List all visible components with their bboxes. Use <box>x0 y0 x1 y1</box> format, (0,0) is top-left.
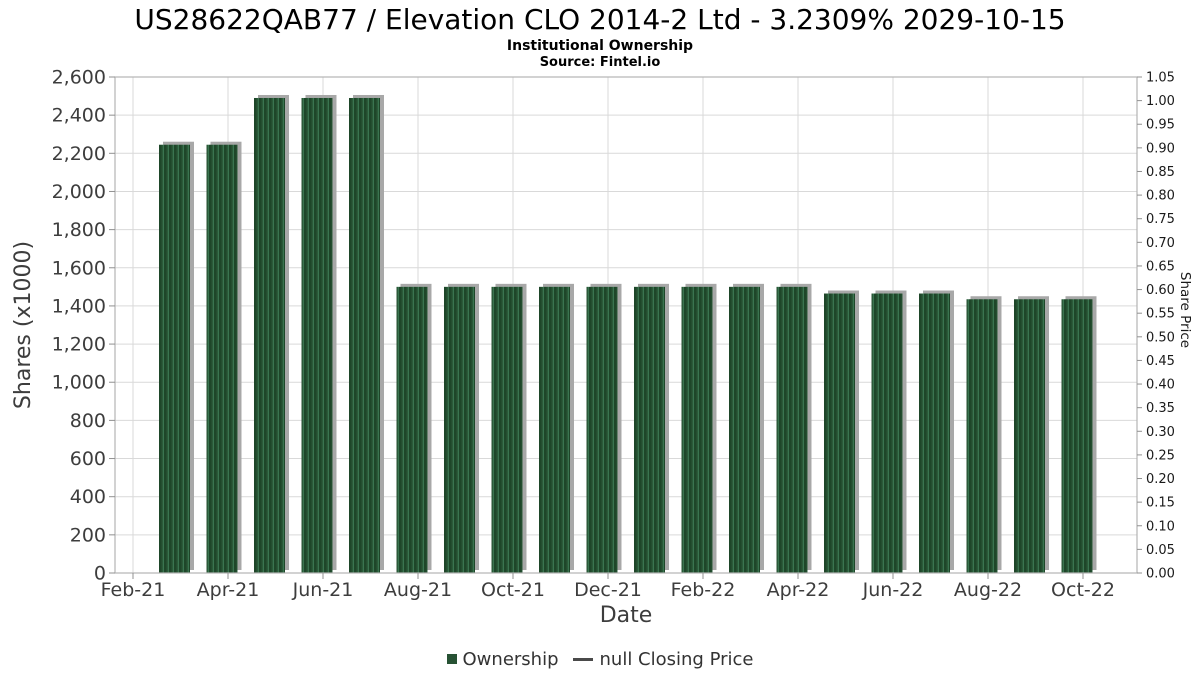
x-tick-label: Jun-22 <box>862 579 924 601</box>
bar <box>966 299 998 573</box>
y-left-tick-label: 1,600 <box>52 257 106 279</box>
y-right-tick-label: 0.80 <box>1146 189 1175 204</box>
y-right-tick-label: 0.65 <box>1146 259 1175 274</box>
y-left-tick-label: 2,200 <box>52 143 106 165</box>
bar <box>1014 299 1045 573</box>
y-axis-right-title: Share Price <box>1177 272 1193 348</box>
bar <box>919 293 950 573</box>
y-left-tick-label: 1,400 <box>52 295 106 317</box>
bar <box>776 286 808 573</box>
y-left-tick-label: 1,800 <box>52 219 106 241</box>
y-right-tick-label: 0.40 <box>1146 378 1175 393</box>
bar <box>871 293 903 573</box>
ownership-series-swatch <box>446 654 457 664</box>
closing-price-line-swatch <box>572 657 593 661</box>
bar <box>396 286 428 573</box>
y-left-tick-label: 400 <box>70 486 106 508</box>
x-tick-label: Apr-22 <box>767 579 830 601</box>
y-right-tick-label: 0.00 <box>1146 567 1175 582</box>
y-axis-left-title: Shares (x1000) <box>11 241 36 409</box>
y-right-tick-label: 0.25 <box>1146 448 1175 463</box>
bar <box>444 286 475 573</box>
y-left-tick-label: 0 <box>94 563 106 585</box>
x-tick-label: Jun-21 <box>292 579 354 601</box>
page-title: US28622QAB77 / Elevation CLO 2014-2 Ltd … <box>134 3 1066 36</box>
y-right-tick-label: 0.10 <box>1146 519 1175 534</box>
x-tick-label: Feb-22 <box>671 579 736 601</box>
bar <box>586 286 618 573</box>
y-left-tick-label: 600 <box>70 448 106 470</box>
y-right-tick-label: 0.70 <box>1146 236 1175 251</box>
y-left-tick-label: 1,200 <box>52 334 106 356</box>
y-right-tick-label: 0.60 <box>1146 283 1175 298</box>
bar <box>491 286 523 573</box>
bar <box>1061 299 1093 573</box>
y-left-tick-label: 2,000 <box>52 181 106 203</box>
y-left-tick-label: 800 <box>70 410 106 432</box>
y-left-tick-label: 200 <box>70 524 106 546</box>
y-right-tick-label: 0.20 <box>1146 472 1175 487</box>
x-tick-label: Oct-21 <box>481 579 545 601</box>
y-right-tick-label: 0.35 <box>1146 401 1175 416</box>
plot-border <box>114 76 1138 574</box>
bar <box>159 144 190 573</box>
y-right-tick-label: 0.05 <box>1146 543 1175 558</box>
y-right-tick-label: 0.15 <box>1146 496 1175 511</box>
y-right-tick-label: 0.90 <box>1146 141 1175 156</box>
y-right-tick-label: 0.30 <box>1146 425 1175 440</box>
y-left-tick-label: 2,400 <box>52 105 106 127</box>
source-attribution: Source: Fintel.io <box>539 55 661 70</box>
chart-subtitle: Institutional Ownership <box>506 38 694 54</box>
x-tick-label: Aug-21 <box>384 579 452 601</box>
bar <box>681 286 713 573</box>
x-axis-title: Date <box>600 603 653 628</box>
bar <box>254 97 285 573</box>
y-right-tick-label: 1.05 <box>1146 71 1175 86</box>
x-tick-label: Aug-22 <box>954 579 1022 601</box>
bar <box>539 286 570 573</box>
bar <box>301 97 333 573</box>
y-right-tick-label: 0.75 <box>1146 212 1175 227</box>
bar <box>206 144 238 573</box>
x-tick-label: Feb-21 <box>101 579 166 601</box>
y-right-tick-label: 0.95 <box>1146 118 1175 133</box>
x-tick-label: Apr-21 <box>197 579 260 601</box>
closing-price-legend-label: null Closing Price <box>599 648 754 670</box>
bar <box>349 97 380 573</box>
bars <box>159 94 1097 573</box>
y-right-tick-label: 0.85 <box>1146 165 1175 180</box>
chart-legend: Ownership null Closing Price <box>0 646 1200 672</box>
x-tick-label: Dec-21 <box>574 579 642 601</box>
bar <box>634 286 665 573</box>
y-left-tick-label: 2,600 <box>52 67 106 89</box>
bar <box>824 293 855 573</box>
ownership-legend-label: Ownership <box>462 648 559 670</box>
y-left-tick-label: 1,000 <box>52 372 106 394</box>
bar <box>729 286 760 573</box>
axes: 0 200 400 600 800 1,000 1,200 1,400 1,600 1,800 2,… <box>52 67 1175 602</box>
y-right-tick-label: 0.50 <box>1146 330 1175 345</box>
y-right-tick-label: 1.00 <box>1146 94 1175 109</box>
y-right-tick-label: 0.55 <box>1146 307 1175 322</box>
x-tick-label: Oct-22 <box>1051 579 1115 601</box>
y-right-tick-label: 0.45 <box>1146 354 1175 369</box>
